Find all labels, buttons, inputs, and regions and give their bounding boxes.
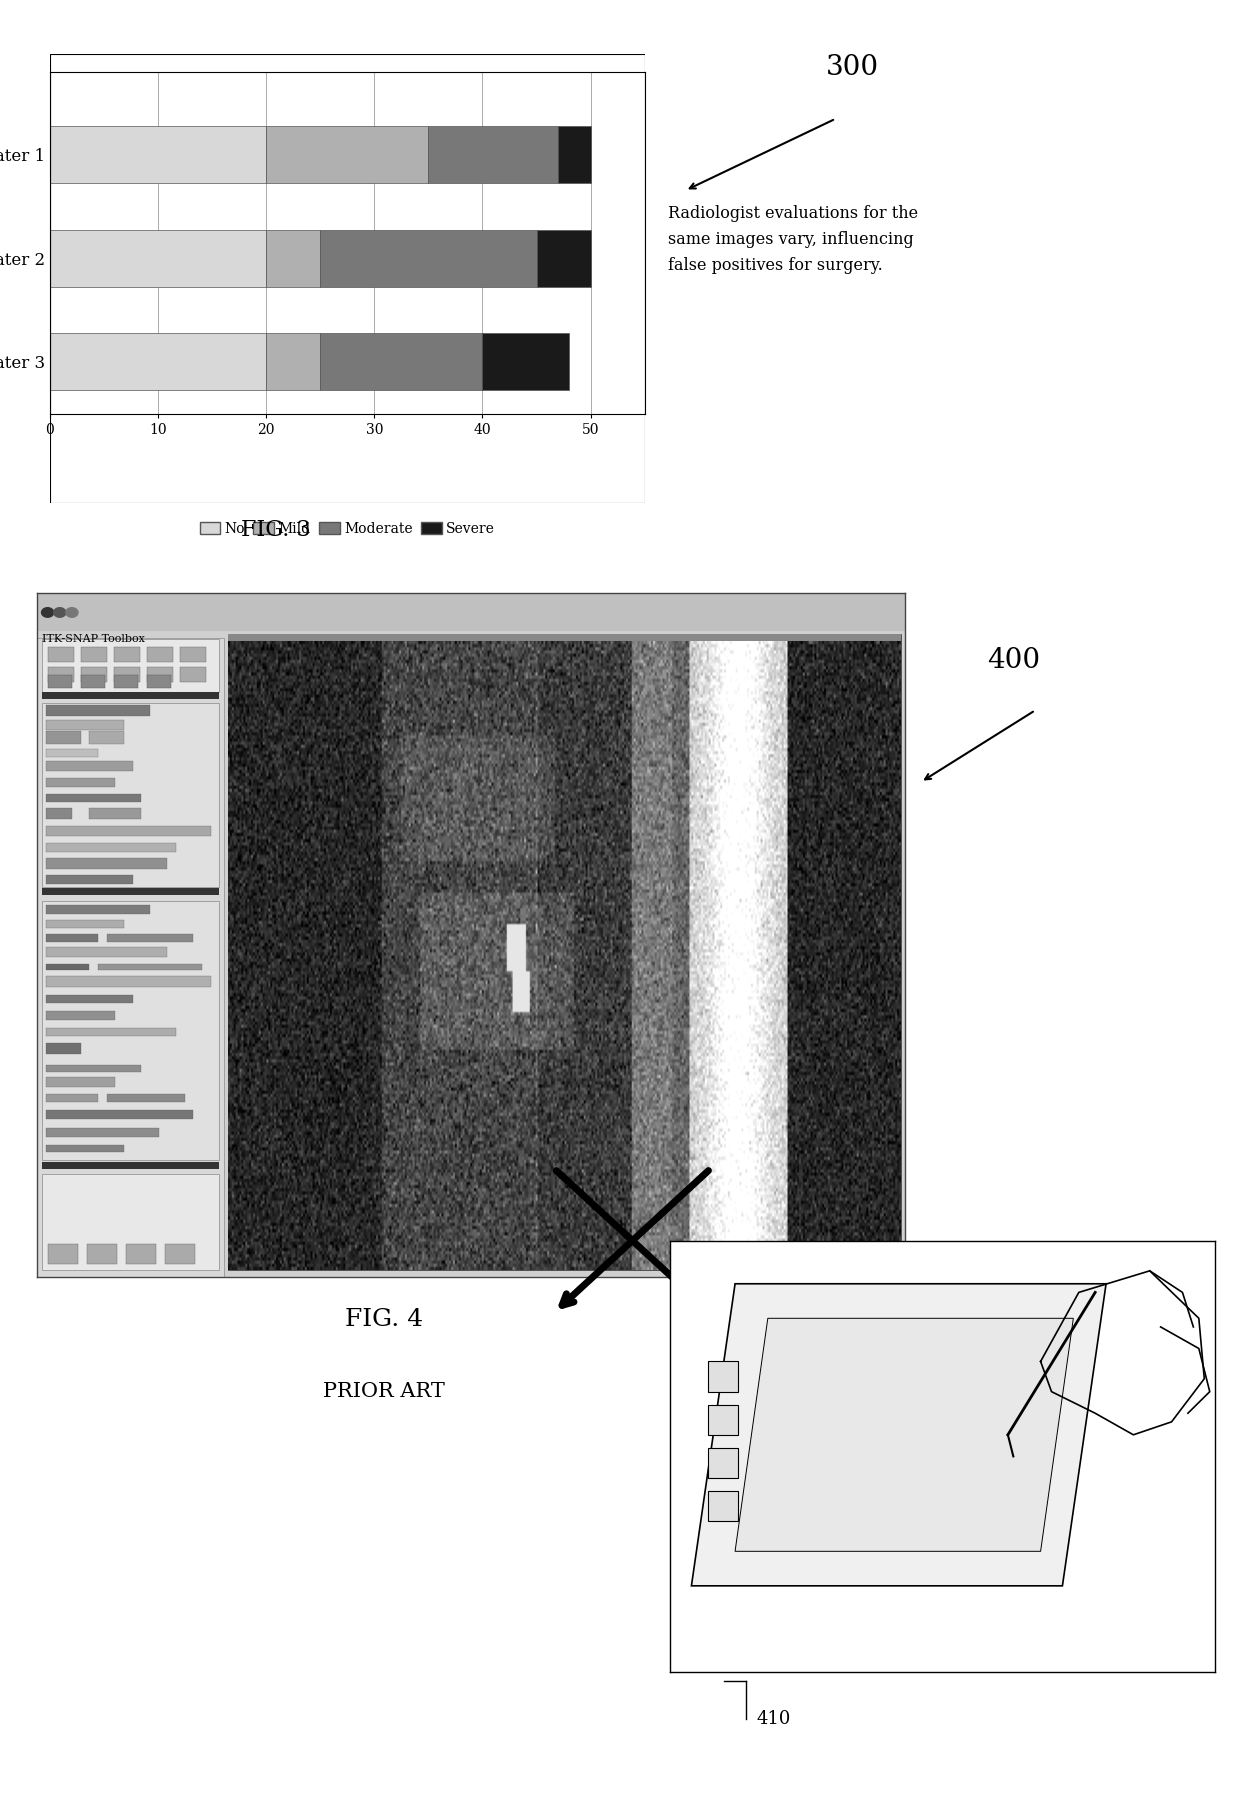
Bar bbox=[46, 976, 211, 987]
Bar bbox=[708, 1404, 738, 1435]
Bar bbox=[81, 647, 107, 662]
Text: 300: 300 bbox=[826, 54, 879, 81]
Bar bbox=[228, 635, 900, 1269]
Bar bbox=[46, 948, 167, 957]
Bar bbox=[47, 676, 72, 687]
Bar bbox=[50, 230, 267, 286]
Bar bbox=[41, 901, 219, 1160]
Bar bbox=[46, 876, 133, 885]
Bar bbox=[41, 1174, 219, 1269]
Bar bbox=[114, 647, 140, 662]
Bar bbox=[46, 1095, 98, 1102]
Bar bbox=[180, 647, 206, 662]
Circle shape bbox=[53, 608, 66, 617]
Bar bbox=[46, 964, 89, 971]
Bar bbox=[46, 1043, 81, 1054]
Bar bbox=[267, 333, 320, 390]
Bar bbox=[180, 667, 206, 681]
Bar bbox=[81, 676, 105, 687]
Bar bbox=[46, 721, 124, 730]
Bar bbox=[46, 1064, 141, 1072]
Legend: No, Mild, Moderate, Severe: No, Mild, Moderate, Severe bbox=[195, 516, 500, 541]
Bar bbox=[320, 333, 482, 390]
Bar bbox=[46, 933, 98, 942]
Bar bbox=[320, 230, 537, 286]
Bar bbox=[267, 126, 428, 183]
Bar bbox=[46, 1145, 124, 1153]
Bar bbox=[114, 676, 138, 687]
Bar bbox=[46, 732, 81, 744]
Bar bbox=[41, 1162, 219, 1169]
Text: 410: 410 bbox=[756, 1710, 791, 1728]
Polygon shape bbox=[692, 1284, 1106, 1586]
Bar bbox=[558, 126, 590, 183]
Bar bbox=[46, 1077, 115, 1086]
Bar bbox=[146, 676, 171, 687]
Bar bbox=[46, 750, 98, 757]
Bar bbox=[107, 933, 193, 942]
Bar bbox=[81, 667, 107, 681]
Bar bbox=[46, 827, 211, 836]
Bar bbox=[41, 692, 219, 699]
Bar bbox=[46, 761, 133, 771]
Bar bbox=[46, 779, 115, 788]
Bar bbox=[708, 1447, 738, 1478]
Bar bbox=[46, 1109, 193, 1120]
Bar bbox=[47, 1244, 78, 1264]
Bar bbox=[50, 126, 267, 183]
Bar bbox=[267, 230, 320, 286]
Bar bbox=[537, 230, 590, 286]
Bar bbox=[228, 635, 900, 642]
Bar bbox=[708, 1491, 738, 1521]
Text: FIG. 4: FIG. 4 bbox=[345, 1309, 424, 1331]
Bar bbox=[89, 807, 141, 818]
Bar bbox=[114, 667, 140, 681]
Bar bbox=[708, 1361, 738, 1392]
Bar bbox=[146, 647, 172, 662]
Bar bbox=[46, 921, 124, 928]
Bar bbox=[46, 904, 150, 915]
Bar bbox=[46, 843, 176, 852]
Text: FIG. 3: FIG. 3 bbox=[241, 520, 311, 541]
Bar bbox=[47, 647, 73, 662]
Bar bbox=[46, 858, 167, 870]
Circle shape bbox=[66, 608, 78, 617]
Bar bbox=[47, 667, 73, 681]
Bar bbox=[89, 732, 124, 744]
Bar bbox=[98, 964, 202, 971]
Bar bbox=[50, 333, 267, 390]
Bar bbox=[46, 1028, 176, 1036]
Text: 405: 405 bbox=[776, 1250, 808, 1268]
Bar bbox=[46, 705, 150, 716]
Bar bbox=[41, 638, 219, 692]
Bar bbox=[46, 807, 72, 818]
Bar bbox=[37, 638, 223, 1277]
Bar bbox=[482, 333, 569, 390]
Bar bbox=[146, 667, 172, 681]
Bar bbox=[46, 994, 133, 1003]
Polygon shape bbox=[735, 1318, 1074, 1552]
Text: Radiologist evaluations for the
same images vary, influencing
false positives fo: Radiologist evaluations for the same ima… bbox=[668, 205, 919, 273]
Bar bbox=[41, 703, 219, 886]
Bar bbox=[37, 593, 905, 631]
Bar bbox=[125, 1244, 156, 1264]
Bar bbox=[41, 888, 219, 895]
Circle shape bbox=[41, 608, 53, 617]
Text: PRIOR ART: PRIOR ART bbox=[324, 1383, 445, 1401]
Bar bbox=[46, 1129, 159, 1136]
Bar bbox=[428, 126, 558, 183]
Text: ITK-SNAP Toolbox: ITK-SNAP Toolbox bbox=[41, 635, 144, 644]
Bar bbox=[165, 1244, 195, 1264]
Bar bbox=[46, 793, 141, 802]
Bar bbox=[107, 1095, 185, 1102]
Bar bbox=[87, 1244, 117, 1264]
Text: 400: 400 bbox=[987, 647, 1040, 674]
Bar bbox=[46, 1010, 115, 1021]
